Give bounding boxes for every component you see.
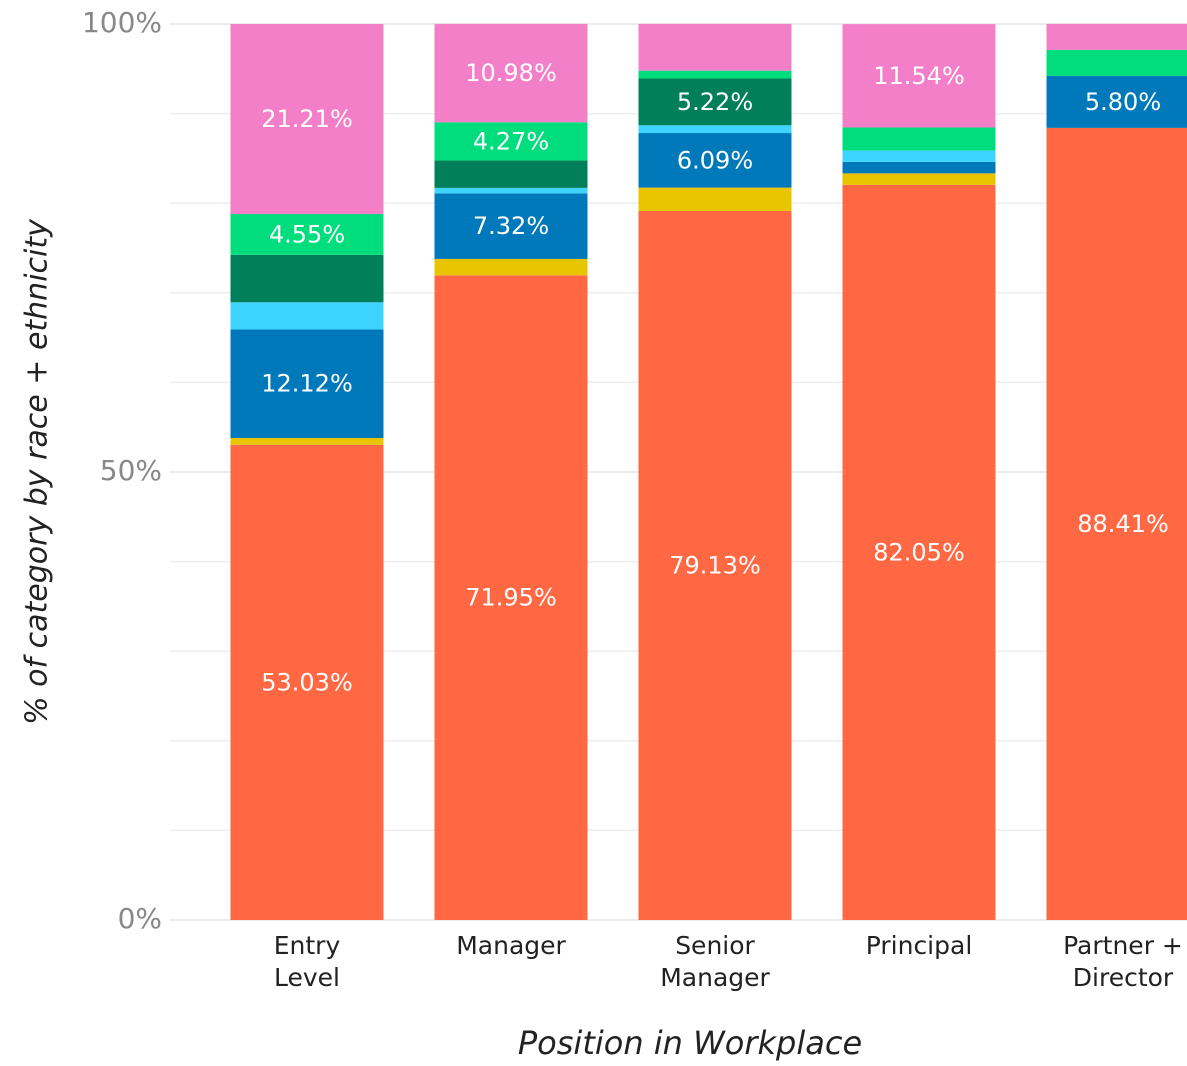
data-label: 88.41% — [1077, 510, 1169, 538]
bar-segment — [1046, 127, 1187, 921]
x-tick-label: Manager — [456, 931, 566, 960]
bar-segment — [230, 254, 384, 303]
x-tick-label: Entry Level — [273, 931, 341, 992]
bar-segment — [434, 23, 588, 123]
bar-segment — [842, 24, 996, 128]
bar-segment — [638, 210, 792, 921]
bar-segment — [638, 78, 792, 126]
bar-segment — [638, 187, 792, 211]
data-label: 11.54% — [873, 62, 965, 90]
bar-segment — [638, 133, 792, 188]
x-tick-label: Partner + Director — [1063, 931, 1183, 992]
bar-segment — [434, 275, 588, 920]
bar-segment — [230, 24, 384, 215]
bar-segment — [842, 161, 996, 174]
y-tick-label: 50% — [100, 454, 162, 487]
x-tick-label: Principal — [865, 931, 973, 960]
bar-segment — [842, 184, 996, 920]
data-label: 21.21% — [261, 105, 353, 133]
bar-segment — [1046, 75, 1187, 128]
data-label: 79.13% — [669, 551, 761, 579]
data-label: 4.27% — [473, 127, 549, 155]
bar-segment — [842, 127, 996, 151]
y-axis-label: % of category by race + ethnicity — [20, 218, 55, 725]
bar-segment — [638, 23, 792, 71]
y-tick-label: 100% — [82, 6, 162, 39]
bar-segment — [230, 214, 384, 255]
y-tick-label: 0% — [118, 902, 162, 935]
bar-segment — [434, 160, 588, 188]
bar-segment — [842, 173, 996, 185]
bar-segment — [638, 125, 792, 134]
bar-segment — [434, 258, 588, 276]
bar-segment — [230, 329, 384, 439]
data-label: 6.09% — [677, 146, 753, 174]
data-label: 4.55% — [269, 220, 345, 248]
bar-segment — [434, 122, 588, 161]
data-label: 5.80% — [1085, 88, 1161, 116]
data-label: 82.05% — [873, 538, 965, 566]
bar-segment — [638, 70, 792, 79]
data-label: 12.12% — [261, 370, 353, 398]
bar-segment — [434, 193, 588, 259]
bar-segment — [230, 302, 384, 330]
x-tick-label: Senior Manager — [660, 931, 770, 992]
bar-segment — [842, 150, 996, 162]
bar-segment — [434, 187, 588, 194]
data-label: 53.03% — [261, 668, 353, 696]
x-axis-label: Position in Workplace — [518, 1024, 862, 1062]
bar-segment — [1046, 23, 1187, 50]
data-label: 10.98% — [465, 59, 557, 87]
data-label: 5.22% — [677, 88, 753, 116]
bar-segment — [230, 444, 384, 920]
bar-segment — [230, 438, 384, 445]
bar-segment — [1046, 49, 1187, 76]
data-label: 71.95% — [465, 584, 557, 612]
data-label: 7.32% — [473, 212, 549, 240]
